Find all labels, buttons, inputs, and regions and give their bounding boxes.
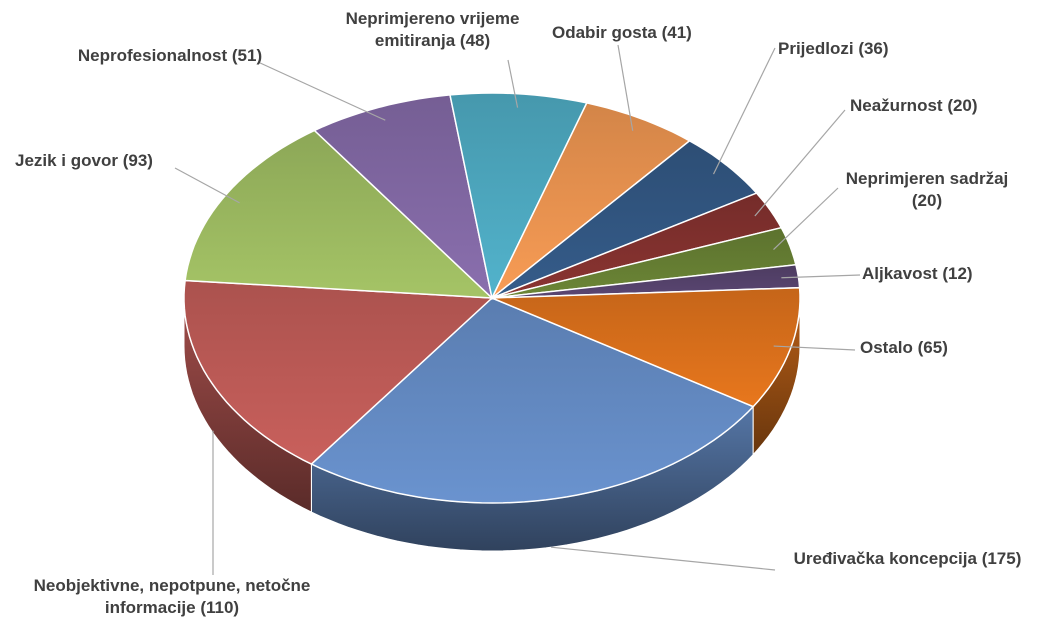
value-label: (51) xyxy=(231,46,263,65)
data-label: Neažurnost (20) xyxy=(850,95,978,117)
pie-slice xyxy=(491,139,758,299)
category-name: Odabir gosta xyxy=(552,23,657,42)
category-name: Jezik i govor xyxy=(15,151,118,170)
category-name: Prijedlozi xyxy=(778,39,854,58)
data-label: Neprimjeren sadržaj (20) xyxy=(832,168,1022,212)
pie-slice xyxy=(491,226,797,299)
leader-line xyxy=(773,345,856,351)
category-name: Neprofesionalnost xyxy=(77,46,228,65)
leader-line xyxy=(550,546,776,571)
pie-slice xyxy=(184,129,495,299)
data-label: Neprofesionalnost (51) xyxy=(70,45,270,67)
pie-slice xyxy=(313,94,494,301)
data-label: Prijedlozi (36) xyxy=(778,38,889,60)
value-label: (175) xyxy=(981,549,1022,568)
category-name: Uređivačka koncepcija xyxy=(793,549,977,568)
value-label: (20) xyxy=(947,96,978,115)
value-label: (12) xyxy=(942,264,973,283)
pie-slice xyxy=(449,92,588,301)
pie-slice xyxy=(491,102,691,299)
pie-slice xyxy=(491,192,783,299)
category-name: Neobjektivne, nepotpune, netočne informa… xyxy=(33,576,311,617)
data-label: Neprimjereno vrijeme emitiranja (48) xyxy=(345,8,520,52)
value-label: (93) xyxy=(122,151,153,170)
pie-slice xyxy=(491,286,801,408)
value-label: (20) xyxy=(911,191,943,210)
pie-slice xyxy=(310,297,755,504)
data-label: Odabir gosta (41) xyxy=(552,22,692,44)
data-label: Uređivačka koncepcija (175) xyxy=(790,548,1025,570)
category-name: Neažurnost xyxy=(850,96,943,115)
data-label: Ostalo (65) xyxy=(860,337,948,359)
data-label: Jezik i govor (93) xyxy=(15,150,153,172)
category-name: Neprimjereno vrijeme emitiranja xyxy=(345,9,520,50)
leader-line xyxy=(781,274,861,279)
data-label: Aljkavost (12) xyxy=(862,263,973,285)
value-label: (110) xyxy=(200,598,240,617)
leader-line xyxy=(617,44,634,131)
category-name: Aljkavost xyxy=(862,264,938,283)
leader-line xyxy=(712,47,776,175)
value-label: (41) xyxy=(661,23,692,42)
leader-line xyxy=(257,61,386,121)
category-name: Neprimjeren sadržaj xyxy=(845,169,1009,188)
leader-line xyxy=(211,430,214,575)
value-label: (65) xyxy=(917,338,948,357)
leader-line xyxy=(174,167,240,204)
data-label: Neobjektivne, nepotpune, netočne informa… xyxy=(2,575,342,619)
value-label: (48) xyxy=(459,31,491,50)
value-label: (36) xyxy=(858,39,889,58)
leader-line xyxy=(773,187,839,251)
category-name: Ostalo xyxy=(860,338,913,357)
leader-line xyxy=(754,109,846,217)
pie-slice xyxy=(183,279,494,466)
leader-line xyxy=(507,59,519,108)
